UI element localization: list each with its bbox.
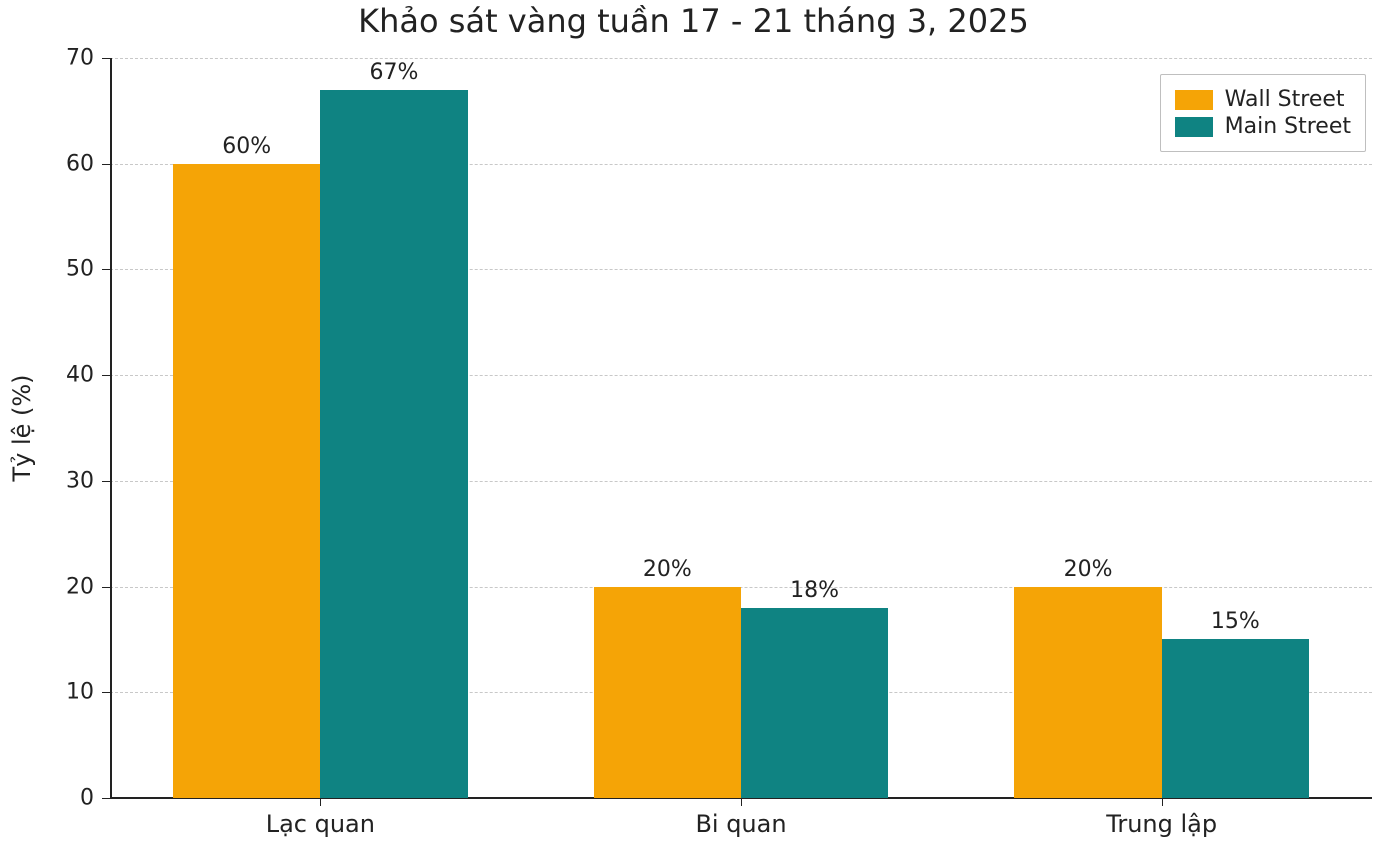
bar-value-label: 20%	[643, 557, 692, 582]
bar	[320, 90, 467, 798]
ytick-label: 70	[0, 46, 94, 71]
legend-item: Wall Street	[1175, 87, 1351, 112]
bar-value-label: 15%	[1211, 609, 1260, 634]
ytick-label: 0	[0, 786, 94, 811]
ytick-mark	[102, 58, 110, 59]
ytick-label: 60	[0, 151, 94, 176]
legend: Wall StreetMain Street	[1160, 74, 1366, 152]
legend-label: Main Street	[1225, 114, 1351, 139]
bar-value-label: 67%	[369, 60, 418, 85]
legend-swatch	[1175, 117, 1213, 137]
ytick-label: 40	[0, 363, 94, 388]
ytick-mark	[102, 692, 110, 693]
bar	[173, 164, 320, 798]
ytick-mark	[102, 375, 110, 376]
bar-value-label: 60%	[222, 134, 271, 159]
gridline	[110, 58, 1372, 59]
xtick-mark	[320, 798, 321, 806]
legend-label: Wall Street	[1225, 87, 1345, 112]
xtick-label: Lạc quan	[266, 810, 375, 838]
xtick-label: Bi quan	[695, 810, 786, 838]
bar-value-label: 20%	[1064, 557, 1113, 582]
ytick-label: 50	[0, 257, 94, 282]
ytick-mark	[102, 269, 110, 270]
bar	[594, 587, 741, 798]
bar	[1162, 639, 1309, 798]
bar	[741, 608, 888, 798]
xtick-mark	[1162, 798, 1163, 806]
bar	[1014, 587, 1161, 798]
gold-survey-chart: Khảo sát vàng tuần 17 - 21 tháng 3, 2025…	[0, 0, 1387, 867]
legend-item: Main Street	[1175, 114, 1351, 139]
legend-swatch	[1175, 90, 1213, 110]
bar-value-label: 18%	[790, 578, 839, 603]
chart-title: Khảo sát vàng tuần 17 - 21 tháng 3, 2025	[0, 2, 1387, 40]
ytick-mark	[102, 481, 110, 482]
ytick-mark	[102, 798, 110, 799]
ytick-mark	[102, 587, 110, 588]
y-axis-spine	[110, 58, 112, 798]
ytick-label: 20	[0, 574, 94, 599]
ytick-label: 30	[0, 468, 94, 493]
ytick-mark	[102, 164, 110, 165]
ytick-label: 10	[0, 680, 94, 705]
xtick-mark	[741, 798, 742, 806]
xtick-label: Trung lập	[1106, 810, 1217, 838]
plot-area	[110, 58, 1372, 798]
